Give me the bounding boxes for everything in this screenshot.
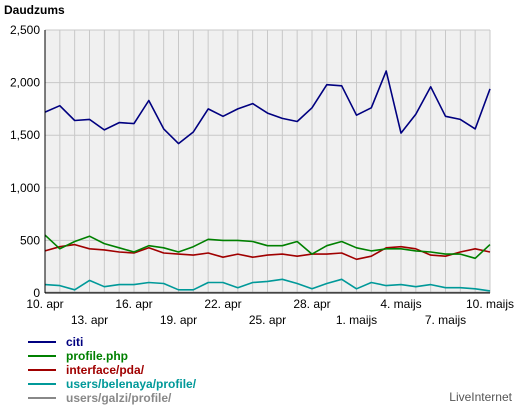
- legend-label-citi: citi: [66, 335, 84, 349]
- y-tick-label: 500: [20, 233, 40, 247]
- y-tick-label: 2,500: [10, 23, 40, 37]
- x-tick-label: 7. maijs: [425, 313, 466, 327]
- series-line-profile-php[interactable]: [44, 234, 491, 260]
- y-tick-label: 1,500: [10, 128, 40, 142]
- x-tick-label: 10. apr: [26, 297, 63, 311]
- legend-swatch-interface-pda: [28, 369, 56, 371]
- y-axis-title: Daudzums: [4, 3, 65, 17]
- x-tick-label: 1. maijs: [336, 313, 377, 327]
- series-line-citi[interactable]: [44, 70, 491, 145]
- x-tick-label: 25. apr: [249, 313, 286, 327]
- x-tick-label: 22. apr: [204, 297, 241, 311]
- x-tick-label: 10. maijs: [466, 297, 514, 311]
- x-tick-label: 28. apr: [293, 297, 330, 311]
- x-tick-label: 13. apr: [71, 313, 108, 327]
- legend-swatch-profile-php: [28, 355, 56, 357]
- line-chart: 0 500 1,000 1,500 2,000 2,500 Daudzums 10. apr 1…: [4, 3, 514, 327]
- legend-label-interface-pda: interface/pda/: [66, 363, 145, 377]
- series-line-interface-pda[interactable]: [44, 243, 491, 261]
- series-line-users-belenaya-profile[interactable]: [44, 278, 491, 292]
- x-tick-label: 19. apr: [160, 313, 197, 327]
- legend-label-profile-php: profile.php: [66, 349, 128, 363]
- legend-swatch-citi: [28, 341, 56, 343]
- liveinternet-credit[interactable]: LiveInternet: [449, 390, 512, 404]
- legend-label-users-belenaya: users/belenaya/profile/: [66, 377, 197, 391]
- x-tick-label: 4. maijs: [380, 297, 421, 311]
- legend-swatch-users-galzi: [28, 397, 56, 399]
- y-tick-label: 2,000: [10, 76, 40, 90]
- y-tick-label: 0: [33, 286, 40, 300]
- legend-label-users-galzi: users/galzi/profile/: [66, 391, 172, 405]
- y-tick-label: 1,000: [10, 181, 40, 195]
- x-tick-label: 16. apr: [115, 297, 152, 311]
- legend-swatch-users-belenaya: [28, 383, 56, 385]
